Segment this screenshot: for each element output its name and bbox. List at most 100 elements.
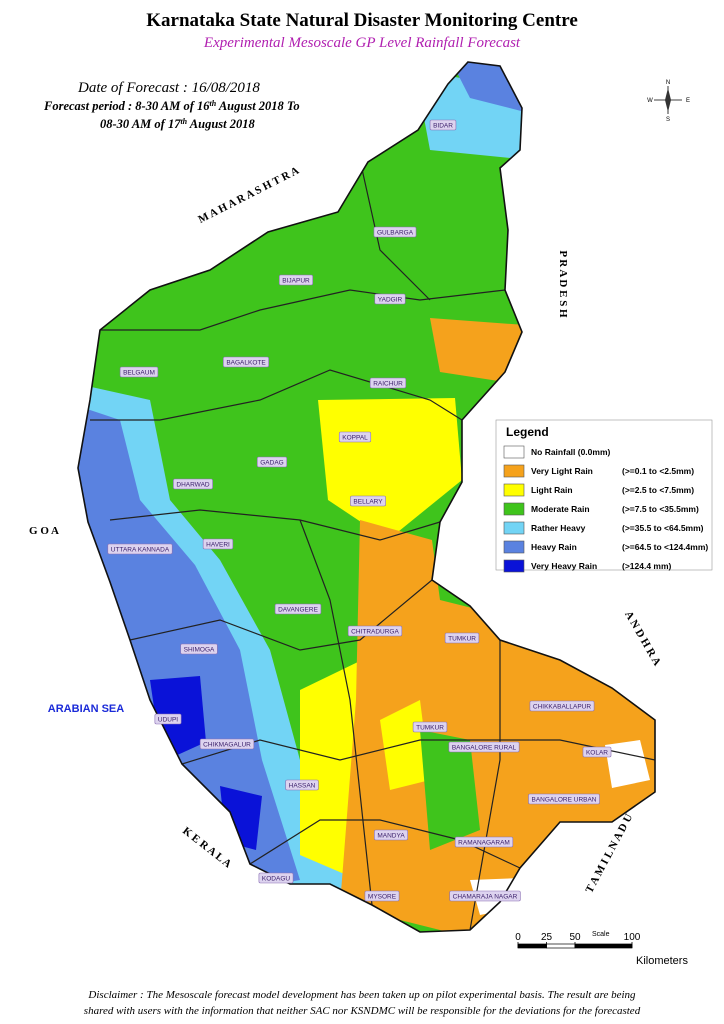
district-name: KODAGU xyxy=(262,875,290,882)
legend-swatch xyxy=(503,445,525,459)
period-text: Forecast period : 8-30 AM of 16 xyxy=(43,99,210,113)
district-label: HAVERI xyxy=(202,538,234,550)
legend-label: Light Rain xyxy=(531,485,573,495)
forecast-period: 08-30 AM of 17th August 2018 xyxy=(100,117,255,132)
district-label-box xyxy=(347,625,403,637)
district-label: RAICHUR xyxy=(369,377,407,389)
scale-tick-label: 0 xyxy=(515,932,521,943)
district-label: UTTARA KANNADA xyxy=(107,543,173,555)
period-sup: th xyxy=(180,117,187,126)
district-name: CHITRADURGA xyxy=(351,628,399,635)
district-label: TUMKUR xyxy=(412,721,448,733)
district-label: RAMANAGARAM xyxy=(454,836,514,848)
district-label: BAGALKOTE xyxy=(223,356,269,368)
district-label-box xyxy=(258,872,294,884)
district-label-box xyxy=(256,456,288,468)
compass-e: E xyxy=(686,98,690,104)
district-label: MANDYA xyxy=(374,829,408,841)
forecast-period: Forecast period : 8-30 AM of 16th August… xyxy=(43,99,300,114)
legend-swatch xyxy=(503,464,525,478)
district-name: SHIMOGA xyxy=(184,646,215,653)
scale-title: Scale xyxy=(592,931,610,938)
legend-swatch xyxy=(503,521,525,535)
legend-label: Very Heavy Rain xyxy=(531,561,597,571)
district-label: KOLAR xyxy=(582,746,612,758)
legend-range: (>=64.5 to <124.4mm) xyxy=(622,542,708,552)
district-boundary xyxy=(299,519,373,906)
state-border xyxy=(77,61,656,933)
district-label-box xyxy=(412,721,448,733)
district-boundary xyxy=(359,159,431,301)
district-label-box xyxy=(374,293,406,305)
scale-tick-label: 25 xyxy=(541,932,553,943)
district-label-box xyxy=(274,603,322,615)
district-name: BIJAPUR xyxy=(282,277,310,284)
state-label: G O A xyxy=(29,525,59,537)
district-label: MYSORE xyxy=(364,890,400,902)
district-name: BANGALORE URBAN xyxy=(531,796,596,803)
district-label-box xyxy=(119,366,159,378)
district-label-box xyxy=(454,836,514,848)
district-name: MANDYA xyxy=(377,832,405,839)
district-name: RAMANAGARAM xyxy=(458,839,510,846)
district-labels: BIDAR GULBARGA BIJAPUR YADGIR BAGALKOTE BELGA… xyxy=(107,119,612,902)
district-label: CHITRADURGA xyxy=(347,625,403,637)
district-name: CHAMARAJA NAGAR xyxy=(453,893,518,900)
legend: Legend No Rainfall (0.0mm) Very Light Rai… xyxy=(495,419,713,573)
legend-range: (>124.4 mm) xyxy=(622,561,672,571)
district-name: MYSORE xyxy=(368,893,397,900)
district-label: KOPPAL xyxy=(338,431,372,443)
compass-w: W xyxy=(647,98,653,104)
district-label: YADGIR xyxy=(374,293,406,305)
district-boundary xyxy=(90,369,463,421)
legend-label: No Rainfall (0.0mm) xyxy=(531,447,611,457)
district-name: BELGAUM xyxy=(123,369,155,376)
sea-label: ARABIAN SEA xyxy=(48,703,124,715)
district-label-box xyxy=(429,119,457,131)
district-name: HAVERI xyxy=(206,541,230,548)
district-label: BELGAUM xyxy=(119,366,159,378)
district-name: BIDAR xyxy=(433,122,453,129)
district-label: BANGALORE URBAN xyxy=(528,793,600,805)
district-name: BELLARY xyxy=(353,498,383,505)
district-name: RAICHUR xyxy=(373,380,403,387)
district-name: HASSAN xyxy=(289,782,316,789)
district-label-box xyxy=(373,226,417,238)
forecast-date: Date of Forecast : 16/08/2018 xyxy=(77,80,260,96)
district-label-box xyxy=(173,478,213,490)
district-label-box xyxy=(448,741,520,753)
district-boundary xyxy=(469,640,501,931)
period-sup: th xyxy=(210,99,217,108)
subtitle: Experimental Mesoscale GP Level Rainfall… xyxy=(203,35,521,51)
disclaimer: Disclaimer : The Mesoscale forecast mode… xyxy=(87,989,636,1001)
district-boundary xyxy=(100,289,506,331)
disclaimer: shared with users with the information t… xyxy=(84,1005,641,1017)
compass-n: N xyxy=(666,80,670,86)
district-label-box xyxy=(154,713,182,725)
scale-segment xyxy=(517,943,547,949)
legend-range: (>=2.5 to <7.5mm) xyxy=(622,485,694,495)
district-label-box xyxy=(369,377,407,389)
district-name: GULBARGA xyxy=(377,229,414,236)
district-label: BANGALORE RURAL xyxy=(448,741,520,753)
district-label-box xyxy=(278,274,314,286)
district-label: DAVANGERE xyxy=(274,603,322,615)
zone xyxy=(420,730,480,850)
district-label: KODAGU xyxy=(258,872,294,884)
district-name: KOLAR xyxy=(586,749,608,756)
zone xyxy=(78,400,300,890)
district-name: BAGALKOTE xyxy=(226,359,266,366)
compass: N S E W xyxy=(647,80,690,123)
district-label-box xyxy=(529,700,595,712)
district-label-box xyxy=(223,356,269,368)
district-boundary xyxy=(249,819,521,869)
scale-unit: Kilometers xyxy=(636,955,688,967)
scale-segment xyxy=(574,943,633,949)
district-label: DHARWAD xyxy=(173,478,213,490)
district-label-box xyxy=(528,793,600,805)
district-label: CHIKMAGALUR xyxy=(199,738,255,750)
period-text: August 2018 xyxy=(187,117,255,131)
district-name: DHARWAD xyxy=(176,481,210,488)
district-label-box xyxy=(199,738,255,750)
